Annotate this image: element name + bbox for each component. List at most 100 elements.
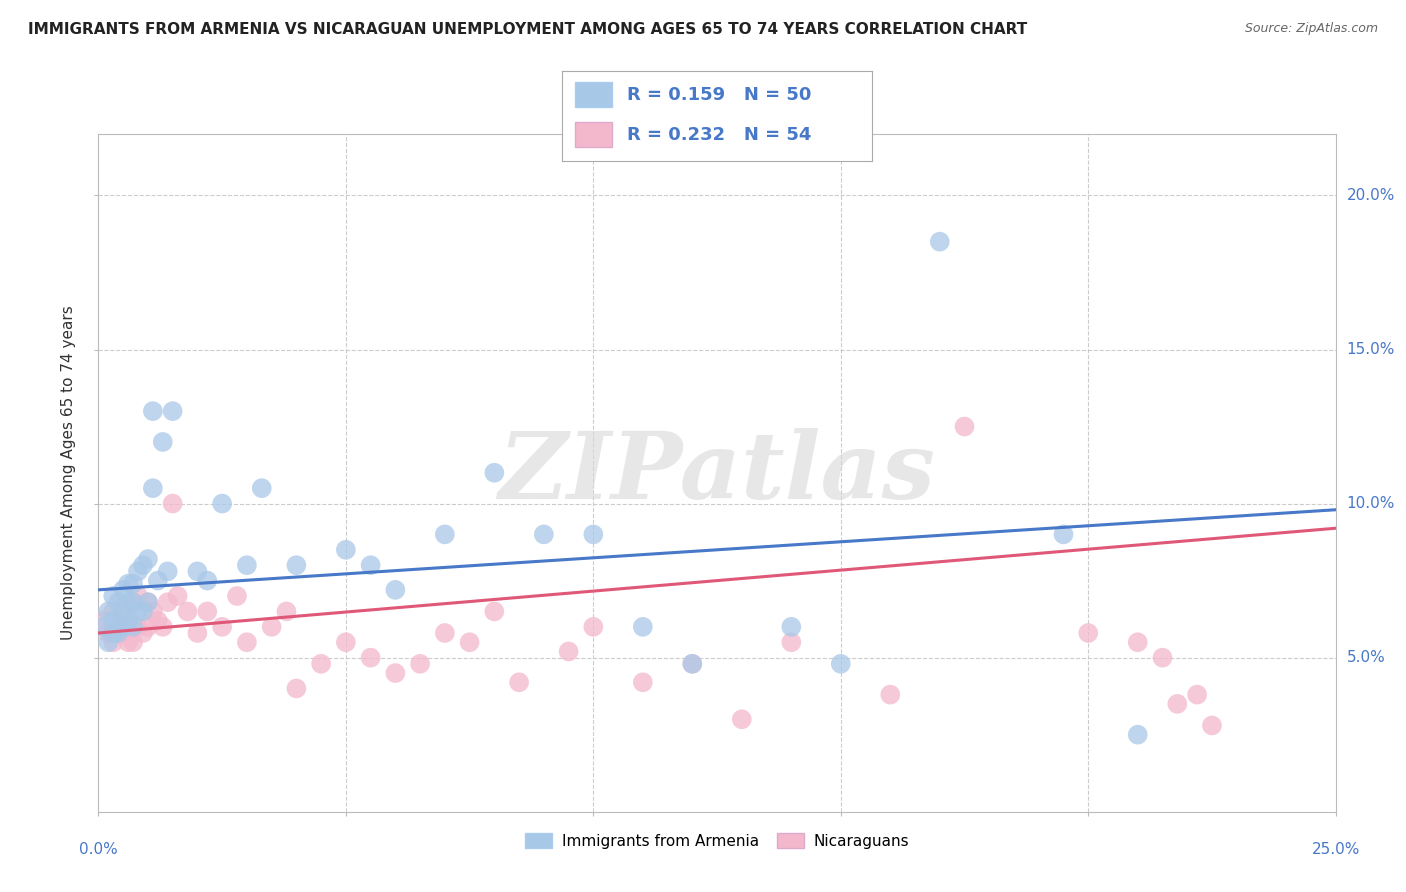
Point	[112, 626, 135, 640]
Point	[484, 604, 506, 618]
Y-axis label: Unemployment Among Ages 65 to 74 years: Unemployment Among Ages 65 to 74 years	[60, 305, 76, 640]
Point	[142, 481, 165, 495]
Point	[122, 635, 145, 649]
Point	[176, 604, 198, 618]
Point	[582, 527, 605, 541]
Text: 15.0%: 15.0%	[1347, 342, 1395, 357]
Point	[117, 614, 139, 628]
Point	[1052, 527, 1074, 541]
Point	[830, 657, 852, 671]
Point	[409, 657, 432, 671]
Text: IMMIGRANTS FROM ARMENIA VS NICARAGUAN UNEMPLOYMENT AMONG AGES 65 TO 74 YEARS COR: IMMIGRANTS FROM ARMENIA VS NICARAGUAN UN…	[28, 22, 1028, 37]
Text: R = 0.232   N = 54: R = 0.232 N = 54	[627, 126, 811, 144]
Point	[285, 681, 308, 696]
Point	[117, 614, 139, 628]
Text: R = 0.159   N = 50: R = 0.159 N = 50	[627, 86, 811, 103]
Point	[107, 626, 129, 640]
Point	[122, 620, 145, 634]
Point	[97, 604, 120, 618]
Point	[127, 604, 149, 618]
Point	[1185, 688, 1208, 702]
Point	[335, 542, 357, 557]
Point	[276, 604, 298, 618]
Point	[458, 635, 481, 649]
Point	[93, 614, 115, 628]
Text: 5.0%: 5.0%	[1347, 650, 1385, 665]
Point	[582, 620, 605, 634]
Point	[631, 675, 654, 690]
Point	[1166, 697, 1188, 711]
Point	[146, 574, 169, 588]
Point	[136, 620, 159, 634]
Point	[112, 604, 135, 618]
Point	[433, 626, 456, 640]
Point	[384, 666, 406, 681]
Point	[195, 604, 218, 618]
Point	[780, 620, 803, 634]
Point	[162, 497, 184, 511]
Point	[112, 620, 135, 634]
Point	[195, 574, 218, 588]
Point	[132, 626, 155, 640]
Text: 20.0%: 20.0%	[1347, 188, 1395, 202]
Point	[631, 620, 654, 634]
Point	[112, 582, 135, 597]
Point	[360, 650, 382, 665]
Point	[250, 481, 273, 495]
Point	[186, 565, 208, 579]
Bar	[575, 122, 612, 147]
Point	[97, 626, 120, 640]
Point	[117, 576, 139, 591]
Text: 0.0%: 0.0%	[79, 842, 118, 857]
Point	[136, 552, 159, 566]
Point	[93, 620, 115, 634]
Point	[484, 466, 506, 480]
Point	[928, 235, 950, 249]
Point	[136, 595, 159, 609]
Point	[236, 635, 259, 649]
Point	[132, 558, 155, 573]
Point	[142, 604, 165, 618]
Point	[103, 604, 125, 618]
Point	[226, 589, 249, 603]
Point	[1126, 728, 1149, 742]
Text: Source: ZipAtlas.com: Source: ZipAtlas.com	[1244, 22, 1378, 36]
Point	[107, 620, 129, 634]
Point	[146, 614, 169, 628]
Point	[360, 558, 382, 573]
Point	[122, 576, 145, 591]
Point	[335, 635, 357, 649]
Point	[384, 582, 406, 597]
Point	[132, 604, 155, 618]
Legend: Immigrants from Armenia, Nicaraguans: Immigrants from Armenia, Nicaraguans	[519, 827, 915, 855]
Text: 10.0%: 10.0%	[1347, 496, 1395, 511]
Point	[117, 635, 139, 649]
Point	[681, 657, 703, 671]
Point	[103, 626, 125, 640]
Point	[152, 434, 174, 449]
Point	[142, 404, 165, 418]
Point	[1152, 650, 1174, 665]
Point	[681, 657, 703, 671]
Point	[211, 497, 233, 511]
Point	[1126, 635, 1149, 649]
Point	[433, 527, 456, 541]
Point	[156, 595, 179, 609]
Point	[731, 712, 754, 726]
Point	[107, 614, 129, 628]
Point	[97, 635, 120, 649]
Point	[103, 589, 125, 603]
Point	[127, 589, 149, 603]
Point	[533, 527, 555, 541]
Point	[953, 419, 976, 434]
Point	[107, 595, 129, 609]
Point	[879, 688, 901, 702]
Text: 25.0%: 25.0%	[1312, 842, 1360, 857]
Point	[152, 620, 174, 634]
Point	[112, 604, 135, 618]
Point	[156, 565, 179, 579]
Point	[309, 657, 332, 671]
Point	[117, 595, 139, 609]
Point	[186, 626, 208, 640]
Point	[1077, 626, 1099, 640]
